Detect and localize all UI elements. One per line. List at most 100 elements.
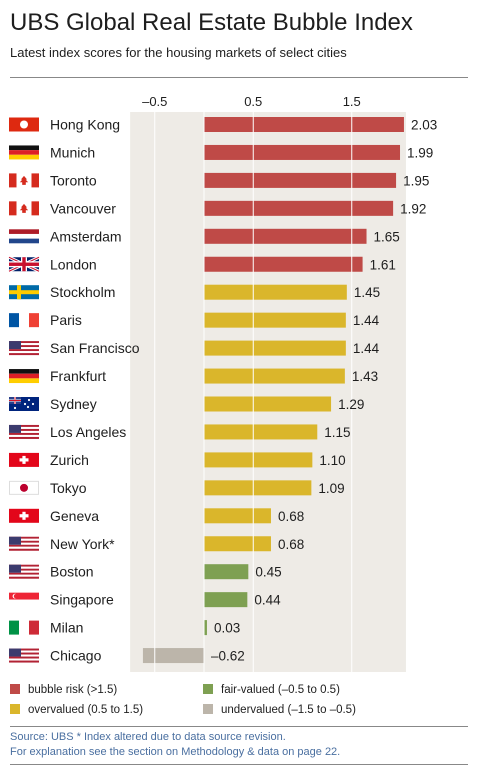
legend-swatch-fair-valued bbox=[203, 684, 213, 694]
value-label: 1.45 bbox=[354, 285, 380, 300]
legend-swatch-overvalued bbox=[10, 704, 20, 714]
plot-background bbox=[130, 112, 406, 672]
legend-item-fair-valued: fair-valued (–0.5 to 0.5) bbox=[203, 684, 340, 696]
united-states-flag-icon bbox=[9, 424, 39, 439]
legend-item-bubble-risk: bubble risk (>1.5) bbox=[10, 684, 117, 696]
bar bbox=[204, 284, 347, 300]
bar bbox=[204, 340, 346, 356]
value-label: 1.44 bbox=[353, 313, 380, 328]
category-label: London bbox=[50, 256, 97, 272]
value-label: 1.99 bbox=[407, 145, 433, 160]
value-label: 0.03 bbox=[214, 621, 240, 636]
category-label: Los Angeles bbox=[50, 424, 126, 440]
legend-swatch-bubble-risk bbox=[10, 684, 20, 694]
japan-flag-icon bbox=[9, 480, 39, 495]
bar bbox=[204, 368, 345, 384]
category-label: Singapore bbox=[50, 592, 114, 608]
canada-flag-icon bbox=[9, 173, 39, 188]
canada-flag-icon bbox=[9, 201, 39, 216]
footer-divider bbox=[10, 764, 468, 765]
chart-title: UBS Global Real Estate Bubble Index bbox=[10, 9, 413, 36]
sweden-flag-icon bbox=[9, 285, 39, 300]
value-label: 0.68 bbox=[278, 537, 304, 552]
value-label: 0.68 bbox=[278, 509, 304, 524]
bar bbox=[204, 256, 363, 272]
united-states-flag-icon bbox=[9, 341, 39, 356]
bar-chart: –0.5 0.5 1.5 2.03 Hong Kong 1.99 Munich 1.95 Tor… bbox=[8, 94, 437, 672]
united-states-flag-icon bbox=[9, 564, 39, 579]
value-label: 1.10 bbox=[319, 453, 345, 468]
category-label: Hong Kong bbox=[50, 117, 120, 133]
category-label: Milan bbox=[50, 620, 83, 636]
legend-swatch-undervalued bbox=[203, 704, 213, 714]
value-label: 1.15 bbox=[324, 425, 350, 440]
legend-label: overvalued (0.5 to 1.5) bbox=[28, 704, 144, 716]
value-label: 1.92 bbox=[400, 201, 426, 216]
value-label: 1.43 bbox=[352, 369, 378, 384]
value-label: 1.65 bbox=[374, 229, 400, 244]
category-label: San Francisco bbox=[50, 340, 140, 356]
category-label: Munich bbox=[50, 144, 95, 160]
australia-flag-icon bbox=[9, 397, 39, 411]
category-label: Frankfurt bbox=[50, 368, 106, 384]
bar bbox=[204, 117, 404, 132]
bar bbox=[204, 508, 271, 524]
category-label: Geneva bbox=[50, 508, 99, 524]
category-label: New York* bbox=[50, 536, 115, 552]
germany-flag-icon bbox=[9, 145, 39, 160]
bar bbox=[204, 564, 249, 580]
united-states-flag-icon bbox=[9, 648, 39, 663]
value-label: –0.62 bbox=[211, 649, 245, 664]
value-label: 0.44 bbox=[254, 593, 281, 608]
value-label: 1.44 bbox=[353, 341, 380, 356]
value-label: 1.09 bbox=[318, 481, 344, 496]
singapore-flag-icon bbox=[9, 592, 39, 607]
category-label: Toronto bbox=[50, 172, 97, 188]
bar bbox=[204, 452, 313, 468]
bar bbox=[204, 144, 401, 160]
bar bbox=[204, 396, 332, 412]
italy-flag-icon bbox=[9, 620, 39, 635]
top-divider bbox=[10, 77, 468, 78]
tick-label: –0.5 bbox=[142, 94, 167, 109]
legend-label: bubble risk (>1.5) bbox=[28, 684, 118, 696]
bottom-divider bbox=[10, 726, 468, 727]
bars-layer bbox=[142, 117, 404, 664]
category-label: Sydney bbox=[50, 396, 97, 412]
france-flag-icon bbox=[9, 313, 39, 328]
tick-label: 0.5 bbox=[244, 94, 262, 109]
hong-kong-flag-icon bbox=[9, 117, 39, 132]
bar bbox=[204, 592, 248, 608]
legend-label: fair-valued (–0.5 to 0.5) bbox=[221, 684, 340, 696]
value-label: 2.03 bbox=[411, 118, 437, 133]
category-label: Stockholm bbox=[50, 284, 115, 300]
switzerland-flag-icon bbox=[9, 508, 39, 523]
legend-label: undervalued (–1.5 to –0.5) bbox=[221, 704, 356, 716]
bar bbox=[204, 620, 207, 636]
source-note: Source: UBS * Index altered due to data … bbox=[10, 731, 286, 743]
legend-item-undervalued: undervalued (–1.5 to –0.5) bbox=[203, 704, 356, 716]
tick-label: 1.5 bbox=[343, 94, 361, 109]
category-label: Amsterdam bbox=[50, 228, 122, 244]
chart-subtitle: Latest index scores for the housing mark… bbox=[10, 45, 347, 60]
bar bbox=[204, 536, 271, 552]
netherlands-flag-icon bbox=[9, 229, 39, 244]
bar bbox=[204, 228, 367, 244]
switzerland-flag-icon bbox=[9, 452, 39, 467]
united-states-flag-icon bbox=[9, 536, 39, 551]
bar bbox=[204, 312, 346, 328]
bar bbox=[204, 200, 394, 216]
value-label: 1.29 bbox=[338, 397, 364, 412]
methodology-note: For explanation see the section on Metho… bbox=[10, 746, 341, 758]
germany-flag-icon bbox=[9, 369, 39, 384]
value-label: 1.95 bbox=[403, 173, 429, 188]
bar bbox=[204, 172, 397, 188]
category-label: Vancouver bbox=[50, 200, 116, 216]
value-label: 0.45 bbox=[255, 565, 281, 580]
legend-item-overvalued: overvalued (0.5 to 1.5) bbox=[10, 704, 143, 716]
bar bbox=[204, 480, 312, 496]
category-label: Paris bbox=[50, 312, 82, 328]
bar bbox=[204, 424, 318, 440]
bar bbox=[142, 648, 204, 664]
category-label: Tokyo bbox=[50, 480, 87, 496]
